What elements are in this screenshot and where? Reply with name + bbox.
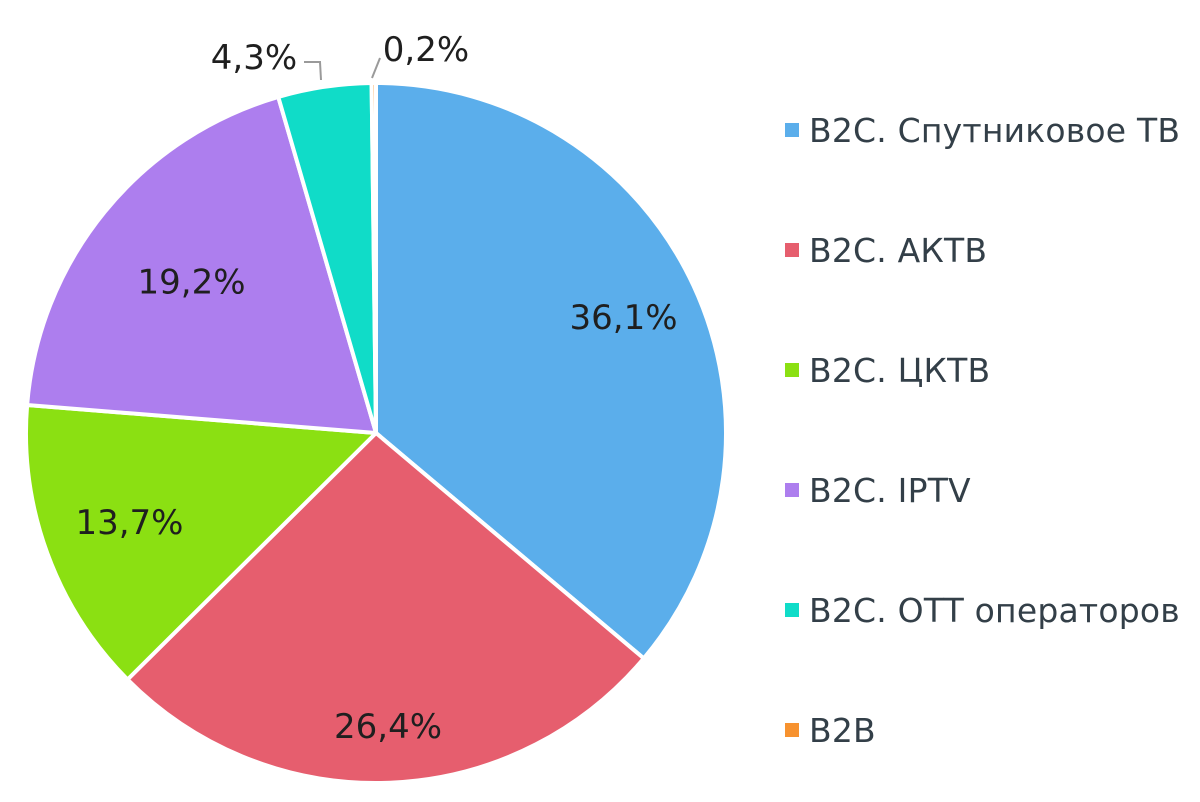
data-label: 36,1% [570,298,678,338]
pie-slice [374,81,728,661]
legend-item: B2B [785,710,876,750]
legend-swatch [785,363,799,377]
data-label: 4,3% [211,38,297,78]
data-label: 19,2% [138,263,246,303]
legend-item: B2C. АКТВ [785,230,987,270]
data-label: 26,4% [334,707,442,747]
leader-line [304,61,322,81]
legend-swatch [785,123,799,137]
pie-slice [369,81,378,435]
pie-slice [24,402,378,682]
legend-label: B2B [809,710,876,750]
pie-slices [24,81,728,785]
legend-item: B2C. ЦКТВ [785,350,990,390]
data-label: 13,7% [75,503,183,543]
leader-lines [304,57,381,81]
legend-swatch [785,483,799,497]
leader-line [371,57,381,79]
data-label: 0,2% [383,30,469,70]
legend-item: B2C. Спутниковое ТВ [785,110,1180,150]
legend-item: B2C. OTT операторов [785,590,1180,630]
pie-slice [25,94,378,435]
legend-label: B2C. Спутниковое ТВ [809,110,1181,150]
data-labels: 36,1% 26,4% 13,7% 19,2% 4,3% 0,2% [75,30,677,747]
legend-label: B2C. IPTV [809,470,971,510]
legend-label: B2C. АКТВ [809,230,988,270]
pie-slice [125,431,646,785]
legend-swatch [785,603,799,617]
legend-swatch [785,243,799,257]
legend-label: B2C. OTT операторов [809,590,1180,630]
legend-swatch [785,723,799,737]
legend-label: B2C. ЦКТВ [809,350,991,390]
legend-item: B2C. IPTV [785,470,971,510]
